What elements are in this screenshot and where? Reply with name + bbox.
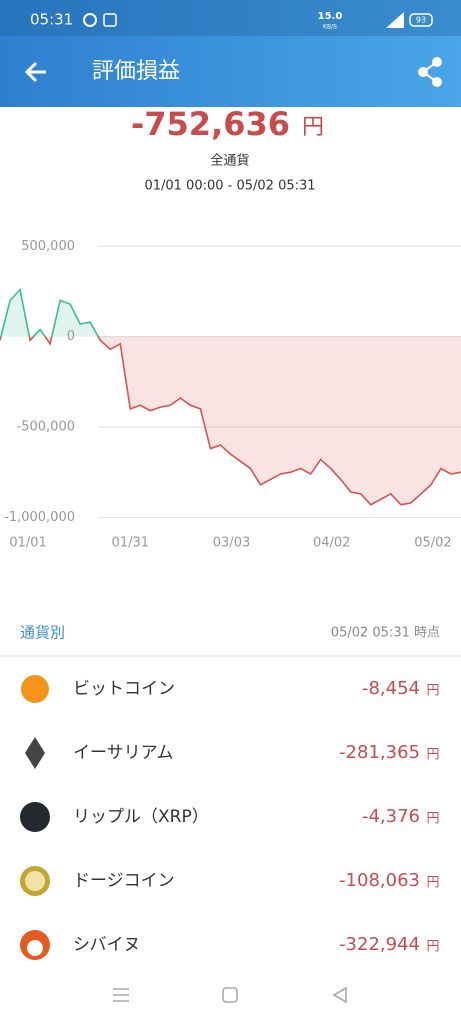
currency-name: イーサリアム bbox=[73, 743, 173, 763]
share-button[interactable] bbox=[418, 57, 442, 87]
status-time: 05:31 bbox=[30, 11, 73, 29]
x-tick-label: 03/03 bbox=[213, 536, 250, 551]
currency-unit: 円 bbox=[426, 940, 439, 955]
currency-amount: -8,454 bbox=[362, 678, 420, 699]
currency-unit: 円 bbox=[426, 876, 439, 891]
y-tick-label: -500,000 bbox=[17, 419, 75, 434]
coin-icon bbox=[25, 737, 45, 769]
status-speed: 15.0 bbox=[318, 11, 343, 22]
status-bar bbox=[0, 0, 461, 36]
currency-unit: 円 bbox=[426, 684, 439, 699]
total-amount: -752,636 bbox=[131, 105, 290, 143]
coin-icon bbox=[20, 802, 50, 832]
currency-unit: 円 bbox=[426, 748, 439, 763]
x-tick-label: 01/31 bbox=[112, 536, 149, 551]
scope: 全通貨 bbox=[210, 153, 249, 169]
total-unit: 円 bbox=[302, 115, 324, 140]
status-speed-unit: KB/S bbox=[323, 24, 337, 31]
y-tick-label: -1,000,000 bbox=[4, 510, 75, 525]
period: 01/01 00:00 - 05/02 05:31 bbox=[144, 179, 315, 194]
coin-icon bbox=[21, 675, 49, 703]
status-icon bbox=[83, 13, 97, 27]
line bbox=[0, 287, 461, 506]
nav-bar bbox=[113, 986, 347, 1004]
x-tick-label: 01/01 bbox=[9, 536, 46, 551]
currency-amount: -4,376 bbox=[362, 806, 420, 827]
battery-level: 93 bbox=[416, 16, 426, 25]
list-title: 通貨別 bbox=[20, 624, 65, 642]
area bbox=[0, 289, 461, 505]
coin-icon bbox=[27, 940, 43, 956]
app-bar bbox=[0, 0, 461, 107]
x-tick-label: 05/02 bbox=[414, 536, 451, 551]
coin-icon bbox=[25, 871, 45, 891]
status-icon bbox=[103, 13, 117, 27]
currency-amount: -281,365 bbox=[339, 742, 420, 763]
currency-amount: -322,944 bbox=[339, 934, 420, 955]
app-title: 評価損益 bbox=[92, 59, 180, 84]
nav-home[interactable] bbox=[222, 987, 238, 1003]
back-button[interactable] bbox=[24, 61, 46, 83]
signal-icon bbox=[386, 12, 404, 28]
nav-menu[interactable] bbox=[113, 988, 129, 1002]
x-tick-label: 04/02 bbox=[313, 536, 350, 551]
currency-amount: -108,063 bbox=[339, 870, 420, 891]
currency-name: ドージコイン bbox=[73, 871, 175, 891]
currency-name: リップル（XRP） bbox=[73, 807, 209, 827]
as-of: 05/02 05:31 時点 bbox=[331, 626, 440, 641]
currency-name: シバイヌ bbox=[73, 935, 141, 955]
currency-unit: 円 bbox=[426, 812, 439, 827]
nav-back[interactable] bbox=[332, 986, 347, 1004]
battery-icon bbox=[409, 13, 433, 27]
currency-name: ビットコイン bbox=[73, 679, 175, 699]
y-tick-label: 500,000 bbox=[21, 239, 75, 254]
